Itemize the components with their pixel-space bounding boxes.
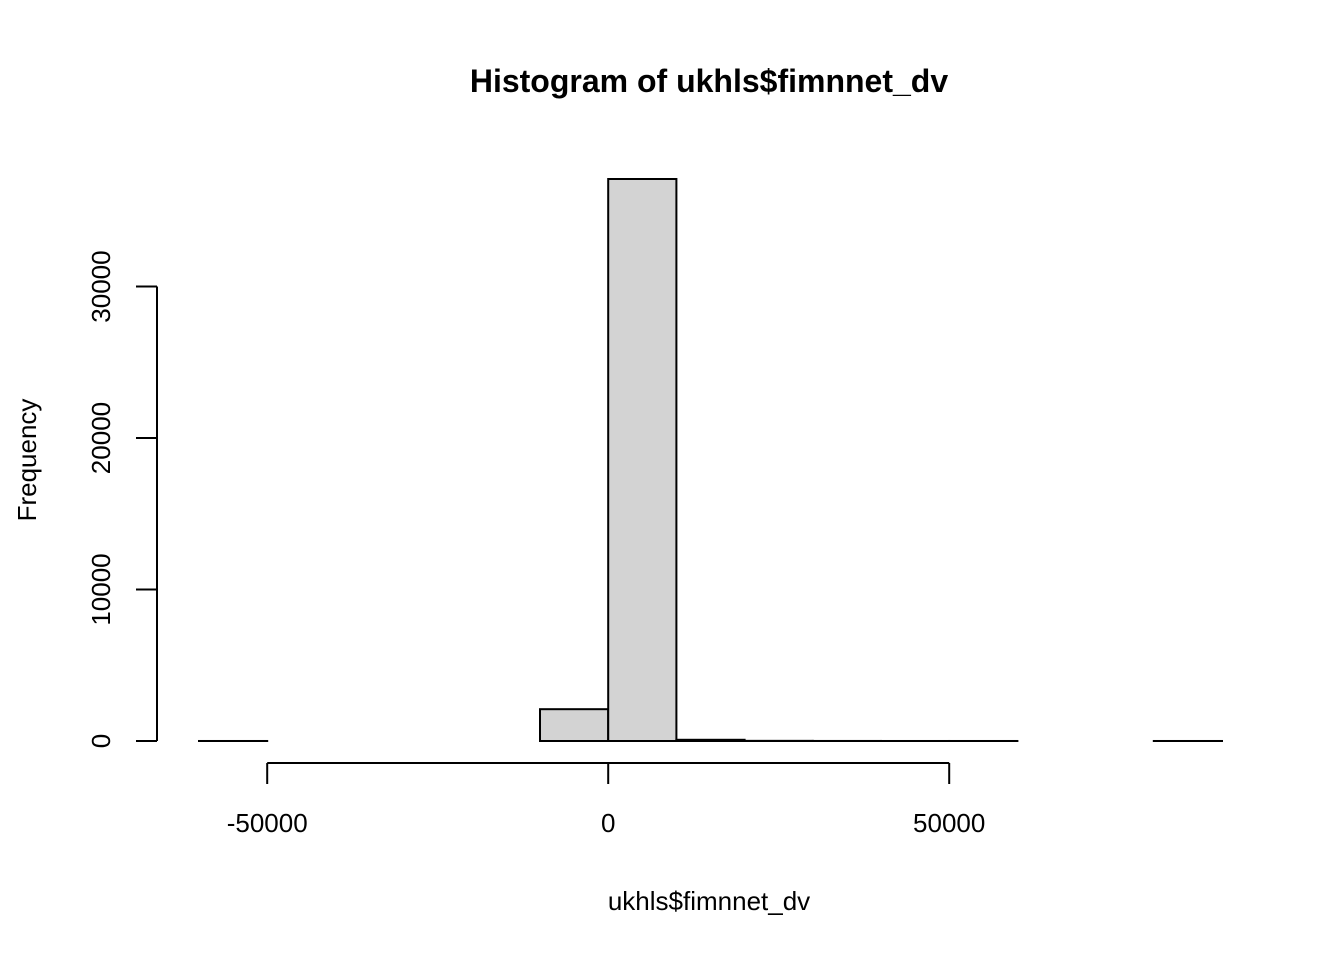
histogram-bar bbox=[607, 178, 678, 742]
y-tick-label: 10000 bbox=[86, 553, 116, 625]
x-tick-label: -50000 bbox=[227, 808, 308, 838]
bars-group bbox=[198, 178, 1224, 743]
x-axis: -50000 0 50000 bbox=[227, 762, 985, 838]
x-tick-label: 0 bbox=[601, 808, 615, 838]
chart-title: Histogram of ukhls$fimnnet_dv bbox=[470, 63, 949, 99]
y-tick-label: 0 bbox=[86, 734, 116, 748]
histogram-bar bbox=[675, 738, 746, 743]
histogram-bar bbox=[539, 708, 610, 742]
x-tick-label: 50000 bbox=[913, 808, 985, 838]
y-axis: 0 10000 20000 30000 bbox=[86, 250, 158, 748]
y-tick-label: 30000 bbox=[86, 250, 116, 322]
y-tick-label: 20000 bbox=[86, 402, 116, 474]
y-axis-label: Frequency bbox=[12, 399, 42, 522]
x-axis-label: ukhls$fimnnet_dv bbox=[608, 886, 810, 916]
